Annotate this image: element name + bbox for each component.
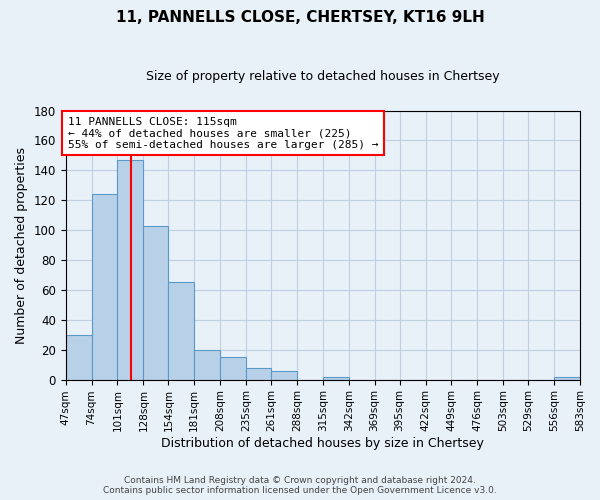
Bar bbox=[143, 226, 169, 380]
Bar bbox=[92, 194, 118, 380]
Bar bbox=[118, 160, 143, 380]
Bar bbox=[194, 350, 220, 380]
Bar bbox=[554, 376, 580, 380]
Bar bbox=[169, 282, 194, 380]
Text: Contains HM Land Registry data © Crown copyright and database right 2024.
Contai: Contains HM Land Registry data © Crown c… bbox=[103, 476, 497, 495]
Bar bbox=[246, 368, 271, 380]
X-axis label: Distribution of detached houses by size in Chertsey: Distribution of detached houses by size … bbox=[161, 437, 484, 450]
Bar bbox=[271, 370, 297, 380]
Bar bbox=[220, 357, 246, 380]
Y-axis label: Number of detached properties: Number of detached properties bbox=[15, 146, 28, 344]
Text: 11 PANNELLS CLOSE: 115sqm
← 44% of detached houses are smaller (225)
55% of semi: 11 PANNELLS CLOSE: 115sqm ← 44% of detac… bbox=[68, 116, 378, 150]
Bar bbox=[323, 376, 349, 380]
Title: Size of property relative to detached houses in Chertsey: Size of property relative to detached ho… bbox=[146, 70, 500, 83]
Bar bbox=[65, 335, 92, 380]
Text: 11, PANNELLS CLOSE, CHERTSEY, KT16 9LH: 11, PANNELLS CLOSE, CHERTSEY, KT16 9LH bbox=[116, 10, 484, 25]
